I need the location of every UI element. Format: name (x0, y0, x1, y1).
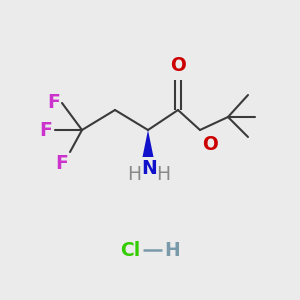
Text: N: N (141, 159, 157, 178)
Text: O: O (202, 135, 218, 154)
Text: F: F (39, 121, 52, 140)
Text: O: O (170, 56, 186, 75)
Text: F: F (47, 94, 60, 112)
Text: H: H (164, 241, 180, 260)
Text: Cl: Cl (120, 241, 140, 260)
Text: H: H (127, 165, 141, 184)
Text: H: H (156, 165, 170, 184)
Polygon shape (142, 130, 154, 157)
Text: F: F (55, 154, 68, 173)
